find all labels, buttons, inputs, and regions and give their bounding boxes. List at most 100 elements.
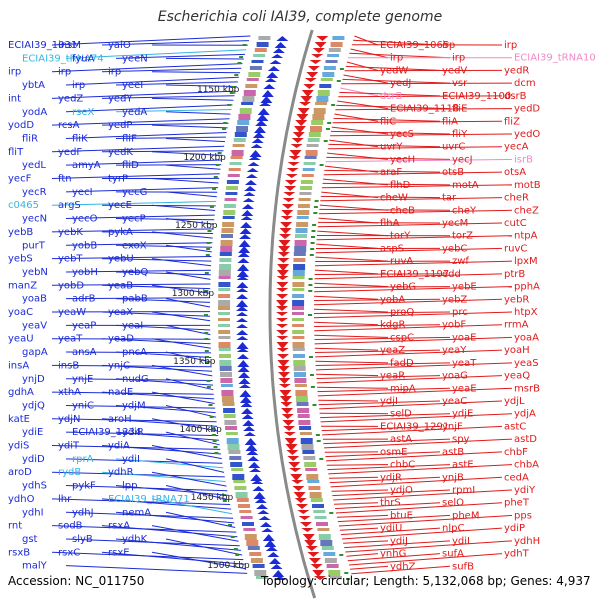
reverse-arrow bbox=[305, 546, 318, 551]
cog-block bbox=[330, 576, 342, 579]
reverse-arrow bbox=[288, 462, 301, 468]
forward-arrow bbox=[254, 498, 267, 503]
gene-label: ydiA bbox=[108, 441, 130, 452]
callout-line bbox=[328, 143, 441, 148]
reverse-arrow bbox=[276, 324, 289, 328]
genome-backbone bbox=[268, 29, 317, 599]
callout-line bbox=[317, 230, 389, 237]
reverse-arrow bbox=[290, 144, 303, 148]
gene-label: argS bbox=[58, 200, 81, 211]
gc-tick bbox=[211, 428, 216, 430]
reverse-arrow bbox=[277, 354, 290, 359]
reverse-arrow bbox=[281, 204, 294, 209]
reverse-arrow bbox=[278, 384, 291, 388]
gene-label: rsxE bbox=[108, 547, 130, 558]
gene-label: zwf bbox=[452, 256, 469, 267]
gene-label: tyrP bbox=[108, 174, 128, 185]
reverse-arrow bbox=[312, 570, 325, 577]
gene-label: yeaQ bbox=[504, 371, 530, 382]
cog-block bbox=[221, 396, 234, 402]
callout-line bbox=[151, 97, 234, 101]
gc-tick bbox=[228, 524, 232, 526]
callout-line bbox=[328, 476, 379, 479]
gene-label: yeaU bbox=[8, 334, 34, 345]
gene-label: irp bbox=[452, 53, 465, 64]
cog-block bbox=[246, 78, 259, 81]
cog-block bbox=[313, 108, 326, 114]
callout-line bbox=[326, 464, 389, 466]
gc-tick bbox=[206, 386, 211, 388]
cog-block bbox=[226, 180, 239, 184]
reverse-arrow bbox=[291, 480, 304, 484]
cog-block bbox=[242, 522, 254, 526]
gene-label: ynhG bbox=[380, 549, 406, 560]
forward-arrow bbox=[236, 282, 249, 288]
forward-arrow bbox=[257, 510, 270, 514]
reverse-arrow bbox=[278, 378, 291, 384]
forward-arrow bbox=[244, 186, 257, 191]
callout-line bbox=[165, 57, 244, 60]
callout-line bbox=[321, 425, 441, 432]
callout-line bbox=[314, 321, 379, 326]
cog-block bbox=[219, 366, 232, 371]
gene-label: ECIAI39_1291 bbox=[380, 421, 449, 432]
cog-block bbox=[298, 420, 311, 425]
reverse-arrow bbox=[286, 450, 299, 455]
callout-line bbox=[101, 67, 242, 73]
cog-block bbox=[221, 234, 233, 238]
gene-label: ruvC bbox=[504, 243, 527, 254]
cog-block bbox=[223, 408, 236, 413]
cog-block bbox=[300, 186, 313, 190]
cog-block bbox=[297, 414, 310, 418]
reverse-arrow bbox=[314, 576, 326, 580]
gene-label: yobA bbox=[380, 294, 405, 305]
gene-label: ydhS bbox=[22, 481, 47, 492]
reverse-arrow bbox=[277, 366, 290, 372]
callout-line bbox=[314, 295, 379, 300]
gc-tick bbox=[235, 554, 240, 556]
cog-block bbox=[292, 306, 304, 310]
callout-line bbox=[321, 184, 513, 189]
cog-block bbox=[229, 162, 242, 165]
gene-label: ydjR bbox=[380, 472, 402, 483]
gene-label: yecA bbox=[504, 142, 529, 153]
callout-line bbox=[324, 438, 513, 449]
forward-arrow bbox=[236, 330, 249, 335]
callout-line bbox=[165, 538, 243, 556]
gc-tick bbox=[319, 164, 324, 166]
forward-arrow bbox=[236, 294, 249, 299]
gene-label: yedL bbox=[22, 160, 46, 171]
reverse-arrow bbox=[276, 300, 289, 307]
callout-line bbox=[165, 378, 214, 391]
gene-label: yedF bbox=[58, 147, 82, 158]
callout-line bbox=[51, 338, 211, 340]
gene-label: pykF bbox=[72, 481, 96, 492]
gene-label: ynjB bbox=[442, 472, 464, 483]
callout-line bbox=[314, 334, 389, 338]
gene-label: rsxA bbox=[108, 521, 130, 532]
cog-block bbox=[239, 108, 252, 114]
reverse-arrow bbox=[307, 552, 320, 557]
gc-tick bbox=[315, 434, 320, 436]
accession-text: Accession: NC_011750 bbox=[8, 574, 144, 588]
cog-block bbox=[299, 192, 312, 195]
gene-label: yeaV bbox=[22, 320, 47, 331]
cog-block bbox=[258, 36, 271, 40]
gc-tick bbox=[209, 416, 214, 418]
cog-block bbox=[312, 504, 324, 508]
gene-label: isrB bbox=[514, 154, 533, 165]
gene-label: yedW bbox=[380, 65, 408, 76]
reverse-arrow bbox=[304, 78, 317, 82]
reverse-arrow bbox=[300, 96, 313, 103]
gc-tick bbox=[312, 224, 317, 226]
callout-line bbox=[314, 273, 441, 275]
gene-label: ftn bbox=[58, 174, 72, 185]
reverse-arrow bbox=[280, 222, 293, 228]
reverse-arrow bbox=[310, 564, 323, 569]
gene-label: chbC bbox=[390, 460, 415, 471]
reverse-arrow bbox=[278, 246, 291, 253]
reverse-arrow bbox=[312, 48, 325, 53]
gene-label: fliT bbox=[8, 147, 24, 158]
cog-block bbox=[293, 354, 305, 358]
